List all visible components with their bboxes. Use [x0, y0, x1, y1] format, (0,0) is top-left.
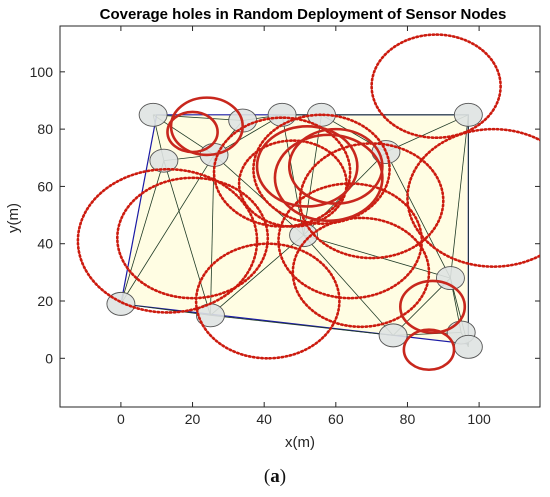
coverage-hole-dotted — [406, 127, 540, 268]
y-tick-label: 20 — [37, 293, 53, 309]
mesh-edge — [450, 114, 469, 279]
coverage-hole-solid — [402, 328, 456, 372]
sensor-node — [453, 102, 483, 127]
mesh-edge — [153, 114, 243, 121]
x-tick-label: 100 — [467, 411, 491, 427]
coverage-hole-dotted — [252, 113, 391, 225]
mesh-edge — [163, 160, 211, 316]
coverage-hole-solid — [255, 124, 359, 208]
sensor-node — [138, 102, 168, 127]
y-tick-label: 0 — [45, 350, 53, 366]
mesh-edge — [213, 154, 304, 236]
y-axis-label: y(m) — [5, 203, 22, 233]
mesh-edge — [385, 151, 451, 279]
x-tick-label: 60 — [328, 411, 344, 427]
coverage-hole-dotted — [194, 242, 341, 360]
coverage-hole-dotted — [291, 216, 431, 329]
mesh-edge — [385, 114, 469, 153]
mesh-edge — [303, 234, 394, 336]
figure-caption: (a) — [0, 466, 550, 488]
mesh-edge — [210, 154, 215, 316]
x-tick-label: 40 — [256, 411, 272, 427]
y-tick-label: 80 — [37, 121, 53, 137]
x-axis-label: x(m) — [285, 434, 315, 451]
sensor-node — [149, 148, 179, 173]
x-tick-label: 80 — [400, 411, 416, 427]
caption-open: ( — [263, 466, 271, 487]
mesh-edge — [120, 303, 211, 316]
coverage-hole-dotted — [277, 182, 424, 300]
coverage-hole-solid — [398, 279, 467, 334]
sensor-node — [378, 323, 408, 348]
chart-title: Coverage holes in Random Deployment of S… — [100, 6, 507, 23]
y-tick-label: 60 — [37, 178, 53, 194]
x-tick-label: 0 — [117, 411, 125, 427]
mesh-edge — [392, 277, 451, 336]
mesh-edge — [210, 314, 394, 336]
coverage-hole-solid — [169, 96, 244, 157]
sensor-node — [267, 102, 297, 127]
coverage-hole-dotted — [116, 176, 270, 300]
y-tick-label: 40 — [37, 236, 53, 252]
coverage-hole-solid — [287, 127, 384, 205]
mesh-edge — [120, 154, 215, 305]
y-tick-label: 100 — [30, 64, 54, 80]
mesh-edge — [210, 234, 304, 316]
sensor-node — [435, 266, 465, 291]
coverage-hole-solid — [166, 110, 219, 154]
coverage-hole-dotted — [76, 167, 259, 314]
x-tick-label: 20 — [185, 411, 201, 427]
caption-letter: a — [270, 466, 280, 487]
sensor-node — [453, 334, 483, 359]
coverage-hole-solid — [273, 133, 384, 223]
coverage-hole-dotted — [370, 33, 502, 140]
caption-close: ) — [279, 466, 287, 487]
